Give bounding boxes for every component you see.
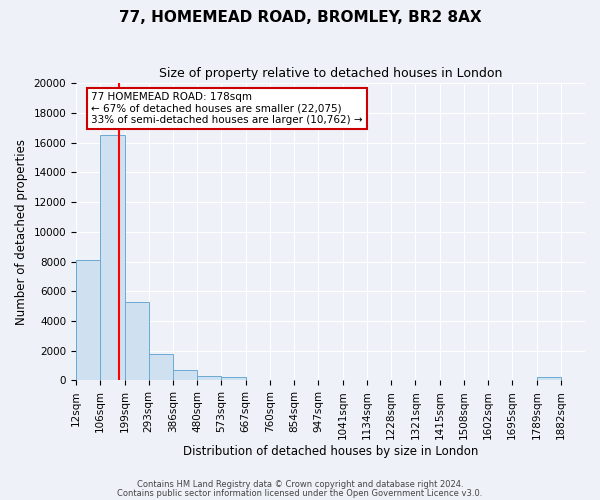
Bar (125, 302, 149, 380)
Text: 77 HOMEMEAD ROAD: 178sqm
← 67% of detached houses are smaller (22,075)
33% of se: 77 HOMEMEAD ROAD: 178sqm ← 67% of detach… (91, 92, 363, 125)
Bar (76, 260, 100, 380)
Bar (100, 135, 125, 380)
Text: Contains HM Land Registry data © Crown copyright and database right 2024.: Contains HM Land Registry data © Crown c… (137, 480, 463, 489)
Bar (536, 378, 561, 380)
Title: Size of property relative to detached houses in London: Size of property relative to detached ho… (159, 68, 502, 80)
Bar (149, 354, 173, 380)
Bar (173, 370, 197, 380)
Y-axis label: Number of detached properties: Number of detached properties (15, 139, 28, 325)
Text: Contains public sector information licensed under the Open Government Licence v3: Contains public sector information licen… (118, 489, 482, 498)
Bar (197, 376, 221, 380)
Bar (221, 378, 245, 380)
Text: 77, HOMEMEAD ROAD, BROMLEY, BR2 8AX: 77, HOMEMEAD ROAD, BROMLEY, BR2 8AX (119, 10, 481, 25)
X-axis label: Distribution of detached houses by size in London: Distribution of detached houses by size … (183, 444, 478, 458)
